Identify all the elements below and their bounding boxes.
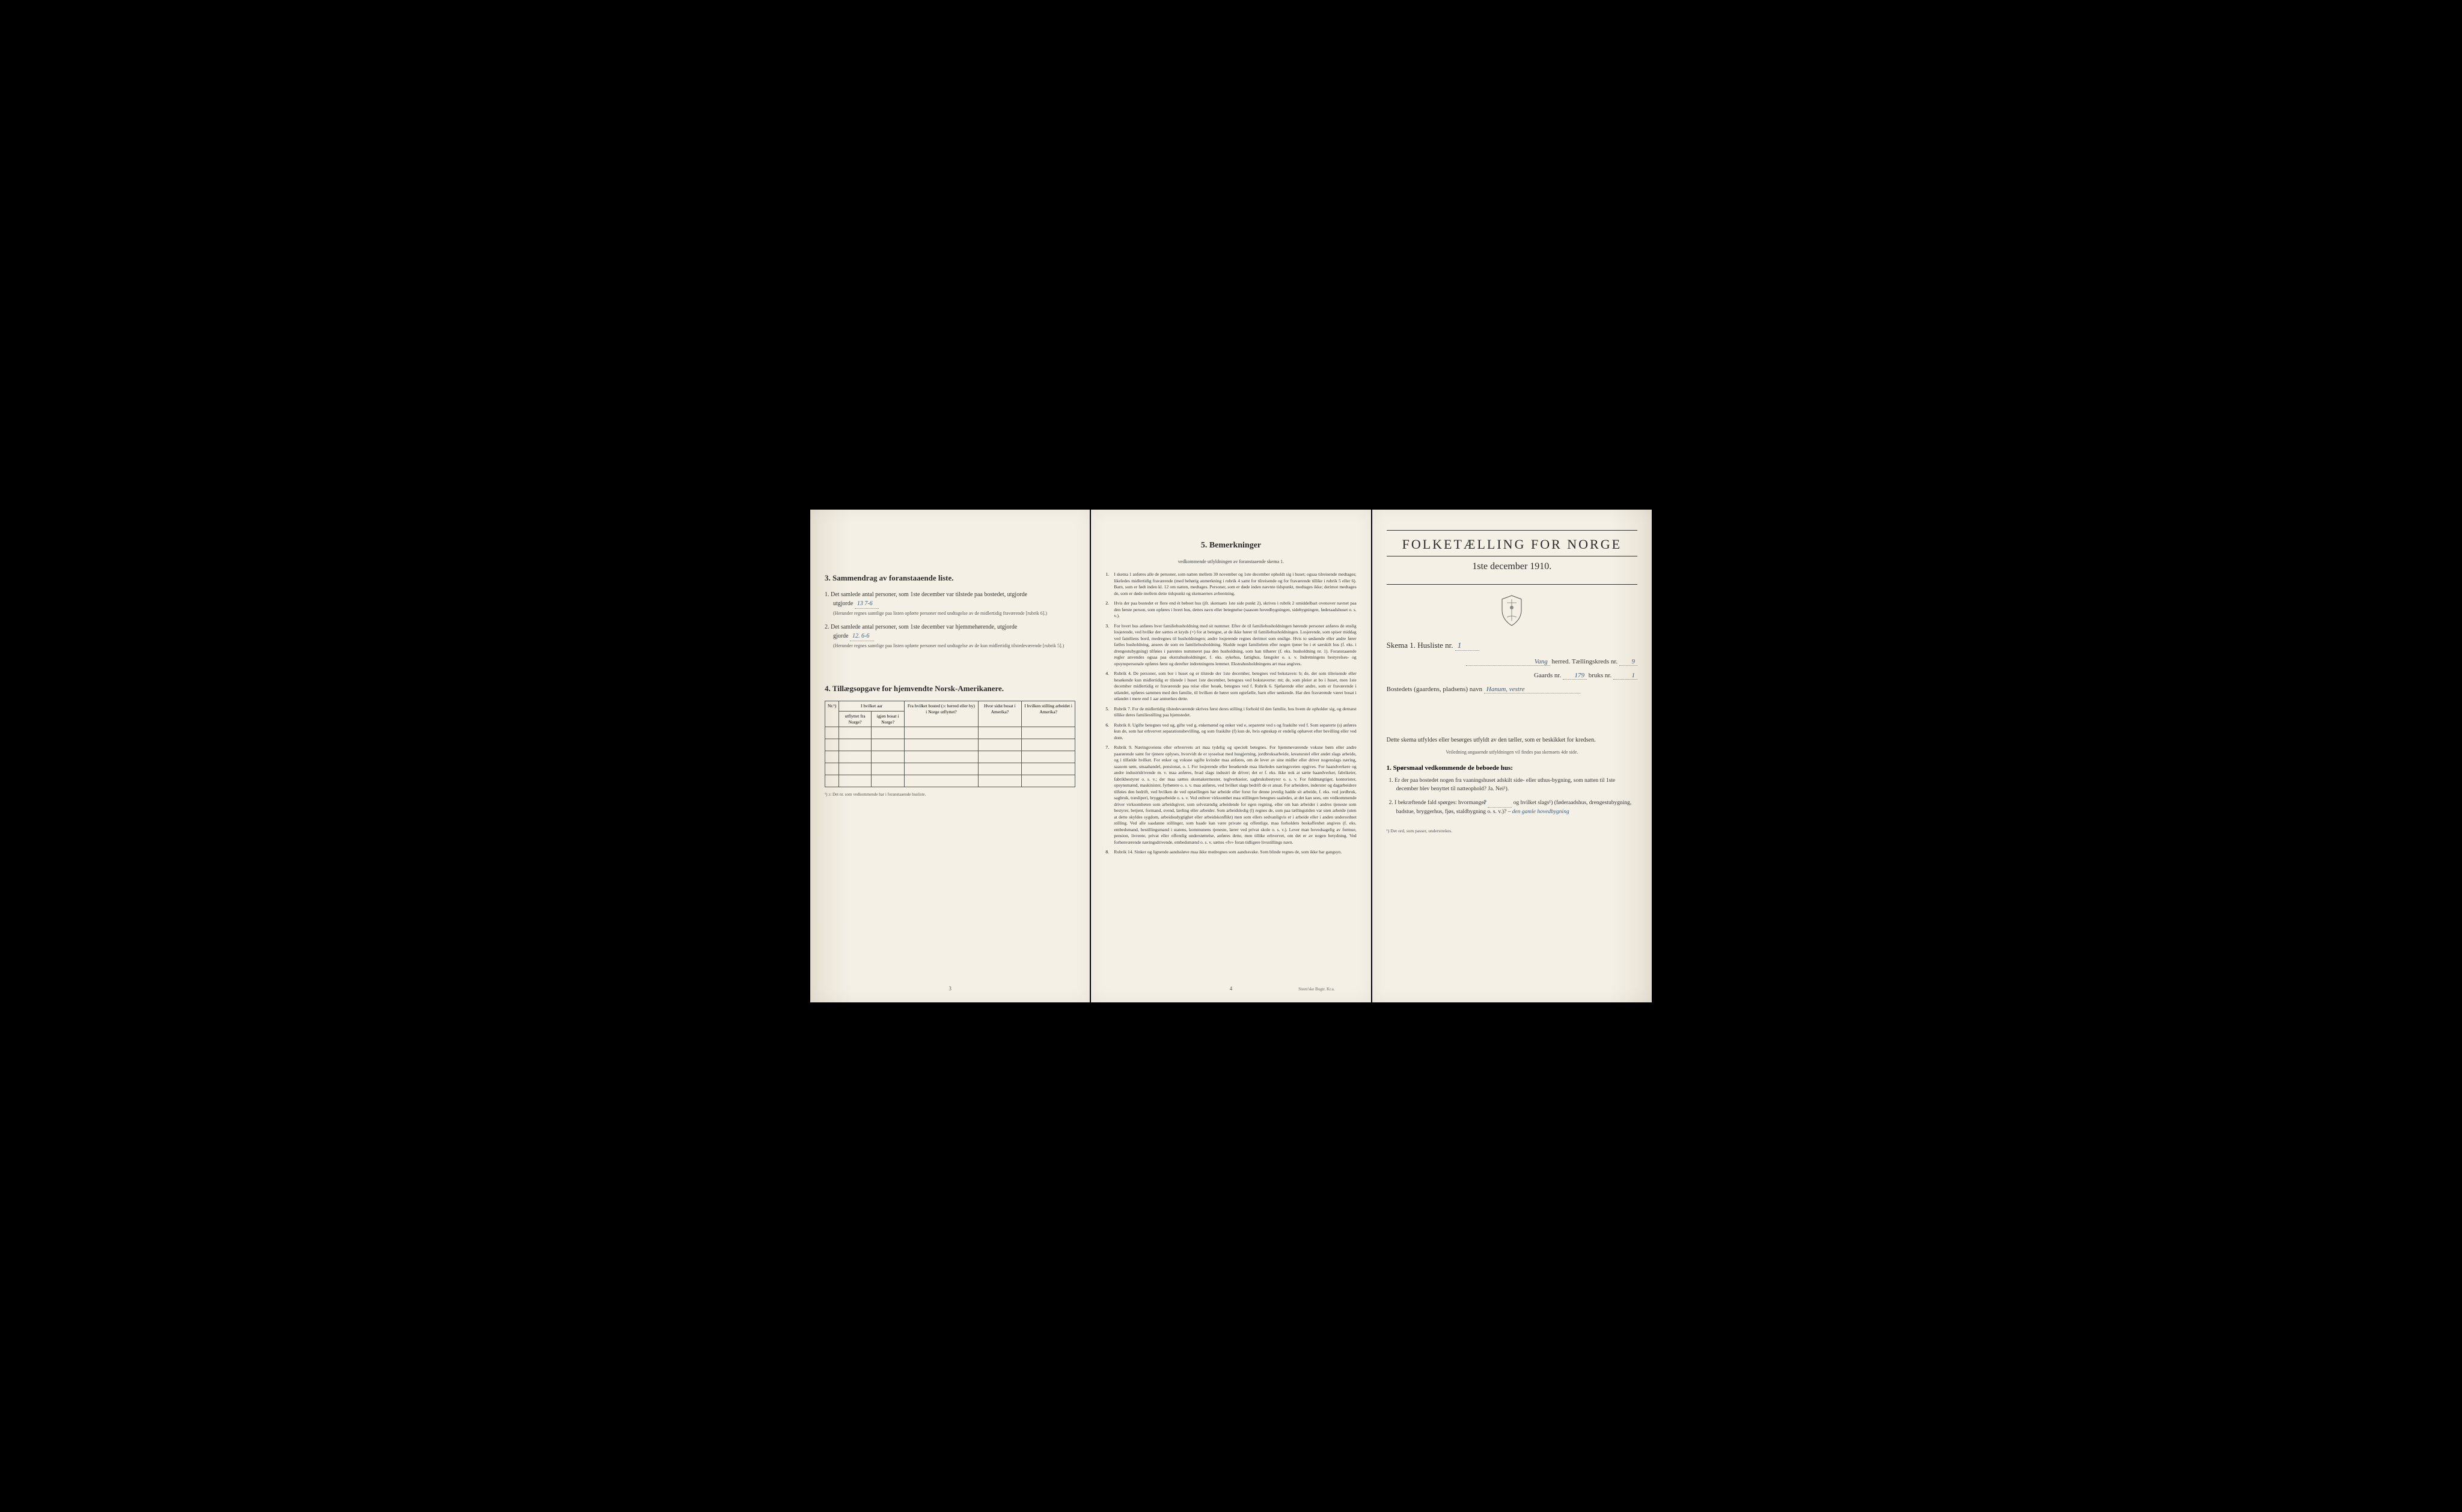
herred-line: Vang herred. Tællingskreds nr. 9 [1387, 658, 1637, 666]
gaards-label: Gaards nr. [1534, 672, 1561, 679]
table-container: Nr.¹) I hvilket aar Fra hvilket bosted (… [825, 701, 1075, 797]
printer-mark: Steen'ske Bogtr. Kr.a. [1298, 987, 1335, 992]
emigrant-table: Nr.¹) I hvilket aar Fra hvilket bosted (… [825, 701, 1075, 787]
gaards-value: 179 [1563, 672, 1587, 680]
skema-label: Skema 1. Husliste nr. [1387, 641, 1453, 650]
skema-value: 1 [1455, 641, 1479, 651]
item1-value: 13 7-6 [855, 599, 879, 609]
remark-item: 6.Rubrik 8. Ugifte betegnes ved ug, gift… [1105, 722, 1356, 742]
table-row [825, 751, 1075, 763]
table-footnote: ¹) ɔ: Det nr. som vedkommende har i fora… [825, 792, 1075, 797]
table-row [825, 739, 1075, 751]
skema-line: Skema 1. Husliste nr. 1 [1387, 641, 1637, 651]
q2-prefix: 2. I bekræftende fald spørges: hvormange… [1389, 800, 1486, 806]
remark-num: 6. [1105, 722, 1114, 742]
remark-text: I skema 1 anføres alle de personer, som … [1114, 572, 1356, 597]
gaards-line: Gaards nr. 179 bruks nr. 1 [1387, 672, 1637, 680]
page-number-3: 3 [948, 986, 952, 992]
main-title: FOLKETÆLLING FOR NORGE [1387, 537, 1637, 552]
remark-num: 3. [1105, 623, 1114, 668]
question-2: 2. I bekræftende fald spørges: hvormange… [1396, 799, 1637, 817]
bosted-label: Bostedets (gaardens, pladsens) navn [1387, 686, 1482, 693]
col-where: Hvor sidst bosat i Amerika? [978, 701, 1021, 727]
desc2: Veiledning angaaende utfyldningen vil fi… [1387, 749, 1637, 755]
desc1: Dette skema utfyldes eller besørges utfy… [1387, 736, 1637, 745]
remark-text: For hvert hus anføres hver familiehushol… [1114, 623, 1356, 668]
remark-item: 1.I skema 1 anføres alle de personer, so… [1105, 572, 1356, 597]
remark-item: 5.Rubrik 7. For de midlertidig tilstedev… [1105, 706, 1356, 719]
item1: 1. Det samlede antal personer, som 1ste … [825, 590, 1075, 618]
question-1: 1. Er der paa bostedet nogen fra vaaning… [1396, 776, 1637, 794]
section5-title: 5. Bemerkninger [1105, 541, 1356, 550]
page-left: 3. Sammendrag av foranstaaende liste. 1.… [810, 510, 1090, 1002]
herred-label: herred. Tællingskreds nr. [1551, 658, 1617, 665]
section5-subtitle: vedkommende utfyldningen av foranstaaend… [1105, 559, 1356, 564]
coat-of-arms [1387, 594, 1637, 630]
remark-text: Rubrik 7. For de midlertidig tilstedevær… [1114, 706, 1356, 719]
remark-item: 4.Rubrik 4. De personer, som bor i huset… [1105, 671, 1356, 703]
table-row [825, 775, 1075, 787]
document-container: 3. Sammendrag av foranstaaende liste. 1.… [810, 510, 1652, 1002]
footnote-right: ¹) Det ord, som passer, understrekes. [1387, 828, 1637, 834]
remark-item: 8.Rubrik 14. Sinker og lignende aandsslø… [1105, 849, 1356, 856]
question-header: 1. Spørsmaal vedkommende de beboede hus: [1387, 764, 1637, 772]
remark-num: 2. [1105, 600, 1114, 620]
item2-value: 12. 6-6 [850, 632, 874, 641]
herred-value: Vang [1466, 658, 1550, 666]
remark-item: 7.Rubrik 9. Næringsveiens eller erhverve… [1105, 745, 1356, 846]
remark-num: 8. [1105, 849, 1114, 856]
page-right: FOLKETÆLLING FOR NORGE 1ste december 191… [1372, 510, 1652, 1002]
crest-icon [1498, 594, 1525, 627]
item1-text: Det samlede antal personer, som 1ste dec… [831, 591, 1027, 598]
table-row [825, 727, 1075, 739]
item1-note: (Herunder regnes samtlige paa listen opf… [833, 611, 1047, 616]
bruks-value: 1 [1613, 672, 1637, 680]
item2-note: (Herunder regnes samtlige paa listen opf… [833, 643, 1064, 648]
remark-text: Rubrik 4. De personer, som bor i huset o… [1114, 671, 1356, 703]
remark-text: Rubrik 9. Næringsveiens eller erhvervets… [1114, 745, 1356, 846]
remark-item: 2.Hvis der paa bostedet er flere end ét … [1105, 600, 1356, 620]
page-middle: 5. Bemerkninger vedkommende utfyldningen… [1091, 510, 1370, 1002]
item2-text: Det samlede antal personer, som 1ste dec… [831, 624, 1017, 630]
title-rule-bottom [1387, 584, 1637, 585]
col-nr: Nr.¹) [825, 701, 839, 727]
remark-item: 3.For hvert hus anføres hver familiehush… [1105, 623, 1356, 668]
q2-value: 1 [1488, 799, 1512, 808]
bruks-label: bruks nr. [1589, 672, 1612, 679]
remark-num: 1. [1105, 572, 1114, 597]
col-out: utflyttet fra Norge? [839, 711, 872, 727]
remark-text: Hvis der paa bostedet er flere end ét be… [1114, 600, 1356, 620]
remark-num: 4. [1105, 671, 1114, 703]
title-rule-top [1387, 530, 1637, 531]
remark-text: Rubrik 8. Ugifte betegnes ved ug, gifte … [1114, 722, 1356, 742]
remark-text: Rubrik 14. Sinker og lignende aandssløve… [1114, 849, 1356, 856]
bosted-value: Hanum, vestre [1484, 686, 1580, 694]
q2-answer: den gamle hovedbygning [1512, 809, 1569, 815]
remark-num: 7. [1105, 745, 1114, 846]
bosted-line: Bostedets (gaardens, pladsens) navn Hanu… [1387, 686, 1637, 694]
section3-title: 3. Sammendrag av foranstaaende liste. [825, 573, 1075, 583]
col-back: igjen bosat i Norge? [872, 711, 905, 727]
remarks-list: 1.I skema 1 anføres alle de personer, so… [1105, 572, 1356, 856]
remark-num: 5. [1105, 706, 1114, 719]
section4-title: 4. Tillægsopgave for hjemvendte Norsk-Am… [825, 684, 1075, 694]
col-from: Fra hvilket bosted (ɔ: herred eller by) … [905, 701, 979, 727]
page-number-4: 4 [1230, 986, 1233, 992]
table-row [825, 763, 1075, 775]
col-year-header: I hvilket aar [839, 701, 905, 712]
kreds-value: 9 [1619, 658, 1637, 666]
item2: 2. Det samlede antal personer, som 1ste … [825, 623, 1075, 650]
date-line: 1ste december 1910. [1387, 561, 1637, 572]
col-position: I hvilken stilling arbeidet i Amerika? [1022, 701, 1075, 727]
